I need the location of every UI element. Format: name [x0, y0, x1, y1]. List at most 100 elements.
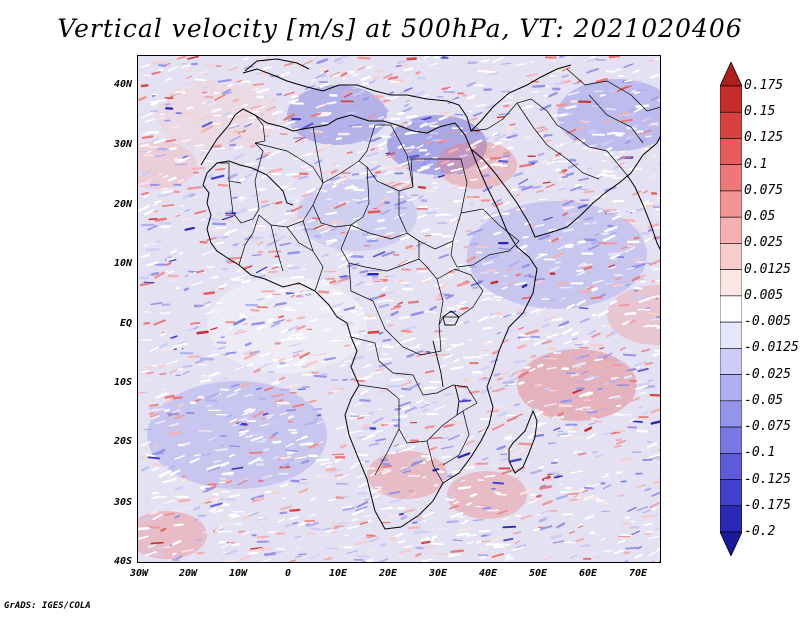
field-streak — [306, 360, 319, 367]
field-streak — [419, 122, 428, 128]
field-streak — [165, 252, 177, 258]
colorbar-label: 0.1 — [744, 156, 768, 172]
field-streak — [539, 484, 547, 488]
field-streak — [295, 302, 303, 305]
field-streak — [552, 252, 565, 259]
field-streak — [256, 297, 264, 301]
field-streak — [346, 151, 353, 154]
field-streak — [177, 178, 185, 183]
field-streak — [571, 331, 579, 337]
field-streak — [400, 329, 412, 333]
field-streak — [336, 315, 343, 318]
field-streak — [192, 195, 199, 199]
field-streak — [267, 318, 275, 322]
field-streak — [273, 143, 286, 148]
field-streak — [650, 96, 659, 101]
field-streak — [421, 94, 430, 98]
field-streak — [508, 260, 521, 268]
field-streak — [430, 542, 444, 546]
colorbar-top-arrow — [720, 62, 742, 87]
field-streak — [295, 241, 307, 245]
field-streak — [289, 342, 301, 347]
field-streak — [592, 220, 598, 225]
field-streak — [139, 454, 147, 459]
field-streak — [217, 183, 229, 187]
lat-label-30n: 30N — [113, 139, 132, 150]
field-streak — [446, 520, 459, 524]
field-streak — [154, 154, 166, 158]
field-streak — [553, 81, 566, 85]
field-streak — [612, 251, 624, 256]
field-streak — [449, 307, 462, 312]
field-streak — [213, 236, 223, 239]
lat-label-40n: 40N — [113, 79, 132, 90]
field-streak — [250, 435, 264, 442]
field-streak — [643, 509, 652, 514]
field-streak — [169, 430, 181, 436]
field-streak — [337, 544, 347, 548]
field-streak — [149, 411, 155, 415]
field-streak — [537, 152, 545, 157]
field-streak — [463, 280, 468, 284]
field-streak — [469, 139, 483, 147]
field-streak — [442, 55, 450, 58]
field-streak — [369, 164, 381, 172]
field-streak — [437, 462, 446, 467]
field-streak — [288, 559, 296, 563]
field-streak — [210, 174, 225, 180]
field-streak — [217, 346, 226, 350]
colorbar — [720, 62, 742, 556]
field-streak — [360, 75, 372, 82]
field-streak — [253, 368, 261, 373]
field-streak — [320, 75, 328, 78]
coastlines — [200, 58, 661, 530]
field-streak — [578, 523, 584, 526]
field-streak — [330, 468, 341, 473]
field-streak — [285, 383, 299, 389]
field-streak — [587, 410, 598, 414]
field-streak — [493, 271, 499, 274]
colorbar-label: 0.125 — [744, 130, 784, 146]
field-streak — [274, 301, 287, 306]
field-streak — [189, 322, 201, 325]
field-streak — [363, 514, 373, 518]
field-streak — [140, 517, 155, 521]
field-streak — [329, 178, 338, 181]
field-streak — [368, 488, 382, 494]
field-streak — [575, 365, 582, 369]
field-streak — [533, 421, 543, 428]
field-streak — [562, 84, 574, 92]
lat-label-10n: 10N — [113, 258, 132, 269]
field-streak — [363, 96, 370, 101]
field-streak — [169, 368, 178, 374]
field-streak — [240, 382, 250, 388]
field-streak — [422, 545, 436, 549]
field-streak — [529, 493, 537, 497]
border-south-africa — [374, 428, 444, 484]
border-east-africa — [436, 268, 484, 326]
field-streak — [595, 77, 608, 83]
field-streak — [402, 469, 412, 474]
field-streak — [521, 185, 533, 191]
field-streak — [491, 132, 498, 136]
field-streak — [403, 87, 413, 92]
field-streak — [200, 357, 214, 361]
field-streak — [203, 529, 214, 534]
colorbar-swatch — [720, 374, 742, 402]
field-blob — [447, 471, 527, 519]
field-streak — [574, 242, 581, 247]
field-streak — [313, 224, 325, 230]
field-streak — [552, 184, 566, 191]
field-streak — [572, 328, 584, 334]
field-streak — [323, 328, 331, 331]
field-streak — [591, 287, 599, 292]
field-streak — [469, 493, 478, 498]
field-streak — [657, 547, 661, 551]
field-streak — [206, 464, 220, 471]
field-streak — [229, 418, 238, 423]
field-streak — [416, 241, 427, 247]
field-streak — [466, 94, 476, 100]
field-streak — [238, 432, 246, 437]
field-streak — [589, 343, 604, 347]
field-streak — [590, 240, 599, 245]
